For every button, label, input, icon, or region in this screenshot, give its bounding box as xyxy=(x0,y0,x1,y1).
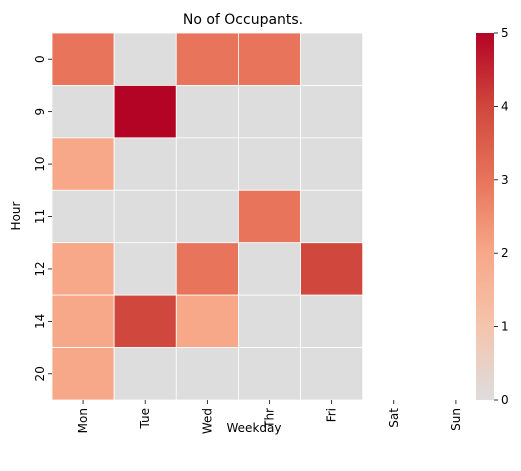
heatmap-cell-0-Tue xyxy=(113,32,177,86)
colorbar-tick-label: 5 xyxy=(501,26,509,40)
colorbar-tick-label: 4 xyxy=(501,99,509,113)
heatmap-cell-11-Wed xyxy=(175,189,239,244)
heatmap-cell-14-Tue xyxy=(113,294,177,348)
x-axis-label: Weekday xyxy=(227,421,282,435)
heatmap-cell-14-Thr xyxy=(238,294,301,348)
x-tick-label: Mon xyxy=(76,408,90,433)
heatmap-cell-12-Fri xyxy=(300,242,364,296)
x-tick-label: Wed xyxy=(200,408,214,434)
y-tick-label: 9 xyxy=(33,108,47,116)
heatmap-cell-9-Fri xyxy=(300,85,364,139)
heatmap-cell-20-Mon xyxy=(51,347,115,401)
heatmap-cell-10-Mon xyxy=(51,137,115,191)
colorbar-ticks: 0 1 2 3 4 5 xyxy=(494,26,509,407)
x-tick-label: Sat xyxy=(387,408,401,428)
heatmap-cell-11-Tue xyxy=(113,189,177,244)
colorbar-tick-label: 2 xyxy=(501,246,509,260)
heatmap-cell-12-Mon xyxy=(51,242,115,296)
heatmap-cell-11-Mon xyxy=(51,189,115,244)
y-tick-label: 14 xyxy=(33,314,47,329)
heatmap-cell-12-Thr xyxy=(238,242,301,296)
y-tick-label: 10 xyxy=(33,156,47,171)
heatmap-cell-20-Thr xyxy=(238,347,301,401)
heatmap-cell-9-Thr xyxy=(238,85,301,139)
x-axis-ticks: Mon Tue Wed Thr Fri Sat Sun xyxy=(76,400,463,434)
heatmap-cell-11-Fri xyxy=(300,189,364,244)
y-axis-label: Hour xyxy=(9,201,23,230)
y-tick-label: 20 xyxy=(33,366,47,381)
heatmap-cell-10-Wed xyxy=(175,137,239,191)
colorbar-tick-label: 1 xyxy=(501,320,509,334)
heatmap-cell-10-Fri xyxy=(300,137,364,191)
y-tick-label: 12 xyxy=(33,261,47,276)
heatmap-cells xyxy=(51,32,364,401)
y-tick-label: 0 xyxy=(33,55,47,63)
heatmap-cell-20-Wed xyxy=(175,347,239,401)
heatmap-cell-9-Wed xyxy=(175,85,239,139)
heatmap-cell-12-Tue xyxy=(113,242,177,296)
x-tick-label: Tue xyxy=(138,408,152,430)
heatmap-cell-11-Thr xyxy=(238,189,301,244)
x-tick-label: Sun xyxy=(449,408,463,431)
heatmap-cell-14-Wed xyxy=(175,294,239,348)
y-tick-label: 11 xyxy=(33,209,47,224)
colorbar-tick-label: 3 xyxy=(501,173,509,187)
x-tick-label: Thr xyxy=(262,408,276,429)
colorbar-tick-label: 0 xyxy=(501,393,509,407)
heatmap-cell-10-Tue xyxy=(113,137,177,191)
heatmap-cell-0-Wed xyxy=(175,32,239,86)
heatmap-cell-14-Mon xyxy=(51,294,115,348)
heatmap-cell-0-Mon xyxy=(51,32,115,86)
y-axis-ticks: 0 9 10 11 12 14 20 xyxy=(33,55,52,381)
heatmap-cell-10-Thr xyxy=(238,137,301,191)
x-tick-label: Fri xyxy=(325,408,339,422)
heatmap-cell-20-Fri xyxy=(300,347,364,401)
heatmap-cell-14-Fri xyxy=(300,294,364,348)
heatmap-cell-9-Mon xyxy=(51,85,115,139)
heatmap-cell-0-Thr xyxy=(238,32,301,86)
colorbar xyxy=(476,33,494,400)
heatmap-cell-20-Tue xyxy=(113,347,177,401)
chart-title: No of Occupants. xyxy=(183,12,303,28)
heatmap-cell-0-Fri xyxy=(300,32,364,86)
heatmap-cell-9-Tue xyxy=(113,85,177,139)
heatmap-cell-12-Wed xyxy=(175,242,239,296)
